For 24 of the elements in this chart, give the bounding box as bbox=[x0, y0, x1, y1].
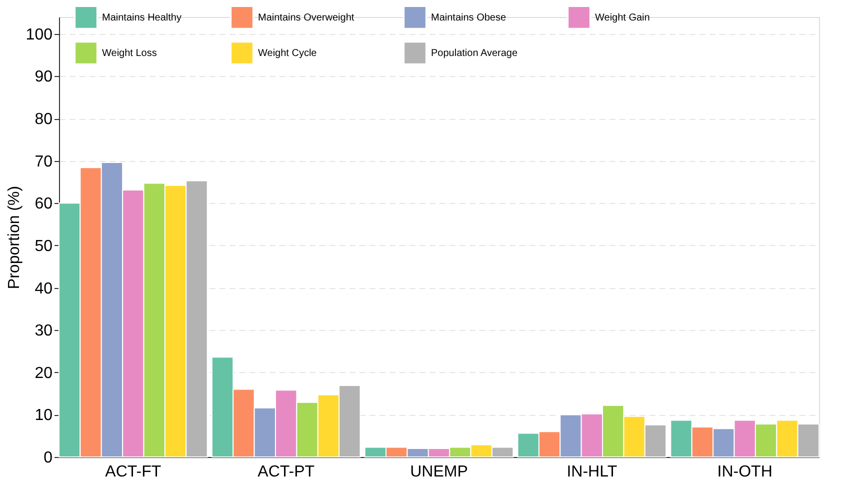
y-tick-label: 50 bbox=[34, 238, 53, 255]
legend-label: Maintains Overweight bbox=[258, 12, 354, 24]
legend-label: Weight Gain bbox=[595, 12, 650, 24]
y-tick-label: 20 bbox=[34, 364, 53, 382]
legend-label: Maintains Obese bbox=[431, 12, 506, 24]
y-tick-label: 70 bbox=[34, 153, 53, 170]
x-tick-label: ACT-FT bbox=[105, 464, 162, 480]
legend-label: Weight Loss bbox=[102, 48, 157, 59]
x-tick-label: UNEMP bbox=[410, 464, 468, 480]
x-tick-label: IN-OTH bbox=[717, 464, 772, 480]
legend-label: Population Average bbox=[431, 48, 518, 59]
y-tick-label: 90 bbox=[34, 68, 53, 86]
y-tick-label: 30 bbox=[34, 322, 53, 340]
y-tick-label: 0 bbox=[44, 450, 53, 466]
legend-label: Weight Cycle bbox=[258, 48, 318, 59]
y-tick-label: 10 bbox=[34, 407, 53, 424]
y-tick-label: 80 bbox=[34, 111, 53, 128]
legend-label: Maintains Healthy bbox=[102, 12, 182, 24]
x-tick-label: IN-HLT bbox=[566, 464, 618, 480]
y-tick-label: 40 bbox=[34, 280, 53, 298]
y-tick-label: 60 bbox=[34, 196, 53, 213]
x-tick-label: ACT-PT bbox=[258, 464, 315, 480]
y-tick-label: 100 bbox=[26, 26, 53, 44]
y-axis-title: Proportion (%) bbox=[6, 186, 23, 290]
